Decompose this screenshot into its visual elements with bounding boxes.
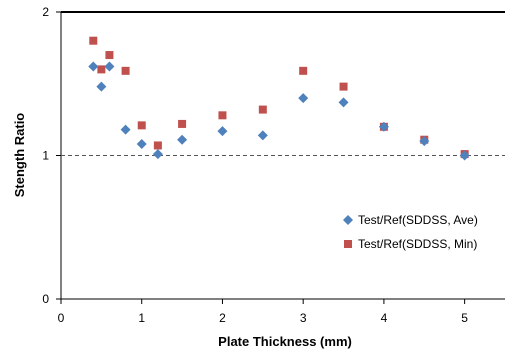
data-point-diamond bbox=[177, 134, 188, 145]
data-point-diamond bbox=[298, 93, 309, 104]
data-marks bbox=[88, 36, 470, 161]
data-point-square bbox=[121, 66, 130, 75]
data-point-square bbox=[299, 66, 308, 75]
legend-item: Test/Ref(SDDSS, Ave) bbox=[343, 213, 478, 227]
x-tick-label: 1 bbox=[138, 311, 145, 325]
x-tick-label: 3 bbox=[300, 311, 307, 325]
data-point-diamond bbox=[96, 81, 107, 92]
data-point-diamond bbox=[257, 130, 268, 141]
x-tick-label: 0 bbox=[58, 311, 65, 325]
data-point-diamond bbox=[104, 61, 115, 72]
data-point-diamond bbox=[136, 139, 147, 150]
data-point-diamond bbox=[338, 97, 349, 108]
data-point-diamond bbox=[378, 121, 389, 132]
data-point-diamond bbox=[217, 126, 228, 137]
data-point-square bbox=[153, 141, 162, 150]
data-point-diamond bbox=[88, 61, 99, 72]
data-point-square bbox=[137, 121, 146, 130]
data-point-square bbox=[105, 51, 114, 60]
y-axis-title: Stength Ratio bbox=[12, 113, 27, 198]
data-point-diamond bbox=[419, 136, 430, 147]
y-tick-label: 2 bbox=[42, 5, 49, 19]
data-point-diamond bbox=[120, 124, 131, 135]
y-tick-label: 1 bbox=[42, 149, 49, 163]
y-tick-label: 0 bbox=[42, 292, 49, 306]
data-point-square bbox=[218, 111, 227, 120]
axes: 0 1 2 3 4 5 0 1 2 bbox=[42, 5, 505, 325]
legend-label: Test/Ref(SDDSS, Min) bbox=[358, 237, 477, 251]
x-tick-label: 5 bbox=[461, 311, 468, 325]
data-point-diamond bbox=[152, 149, 163, 160]
x-tick-label: 2 bbox=[219, 311, 226, 325]
legend-item: Test/Ref(SDDSS, Min) bbox=[344, 237, 477, 251]
series-ave bbox=[88, 61, 470, 161]
data-point-square bbox=[178, 119, 187, 128]
x-axis-title: Plate Thickness (mm) bbox=[218, 334, 352, 349]
data-point-diamond bbox=[459, 150, 470, 161]
data-point-square bbox=[97, 65, 106, 74]
legend-label: Test/Ref(SDDSS, Ave) bbox=[358, 213, 478, 227]
legend: Test/Ref(SDDSS, Ave) Test/Ref(SDDSS, Min) bbox=[343, 213, 478, 251]
series-min bbox=[89, 36, 469, 159]
data-point-square bbox=[339, 82, 348, 91]
data-point-square bbox=[258, 105, 267, 114]
x-tick-label: 4 bbox=[381, 311, 388, 325]
data-point-square bbox=[89, 36, 98, 45]
legend-diamond-marker bbox=[343, 215, 353, 225]
legend-square-marker bbox=[344, 240, 352, 248]
